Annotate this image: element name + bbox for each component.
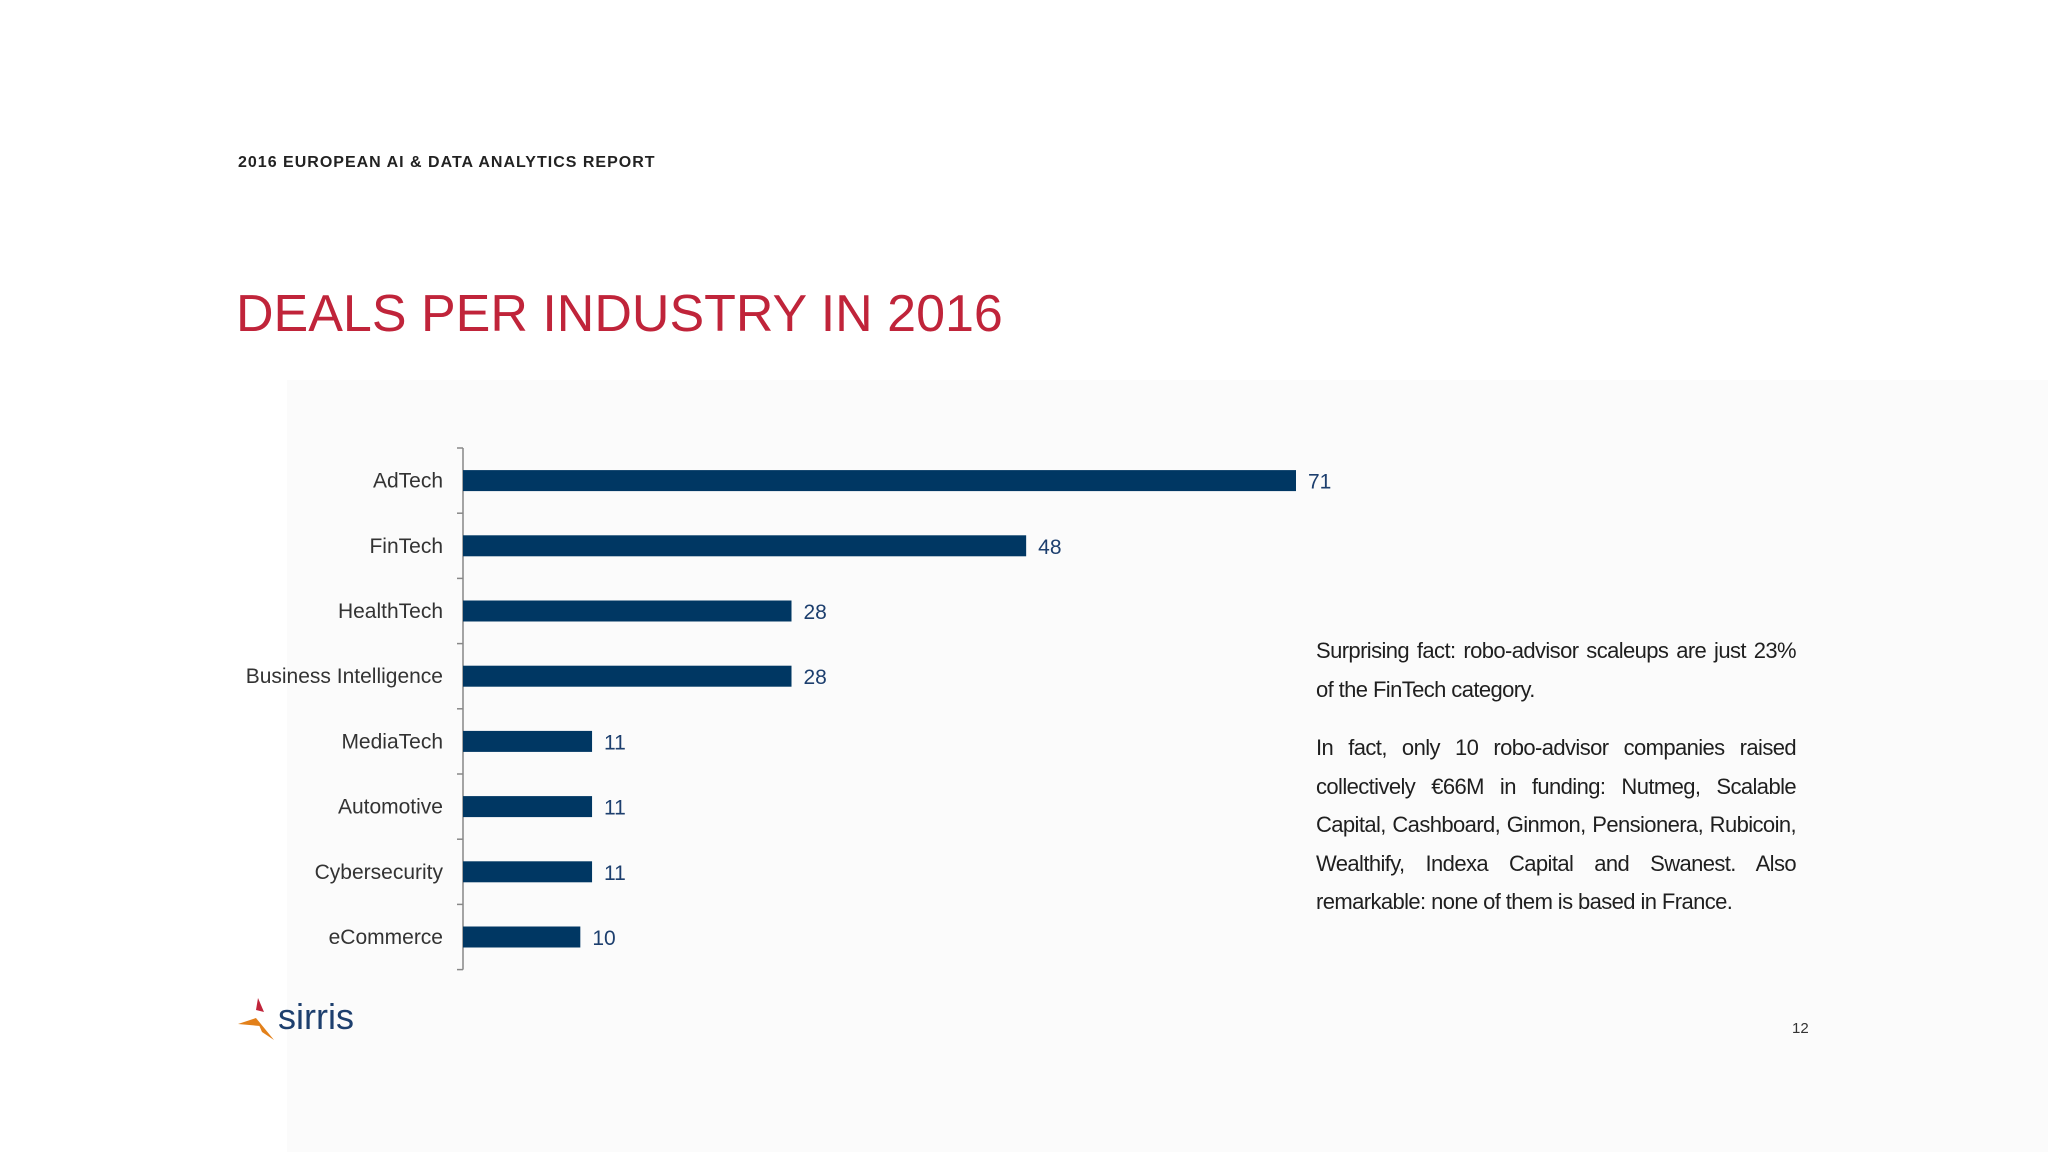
bar [463,470,1296,492]
data-label: 11 [604,731,626,754]
note-paragraph-1: Surprising fact: robo-advisor scaleups a… [1316,638,1797,702]
sirris-mark-icon [238,998,274,1040]
category-label: FinTech [369,535,443,558]
data-label: 28 [804,666,827,689]
data-label: 48 [1038,536,1061,559]
data-label: 10 [592,927,615,950]
page-number: 12 [1792,1020,1809,1037]
bar [463,600,792,622]
slide-backdrop [287,380,2048,1152]
bar [463,796,593,818]
bar [463,926,581,948]
sirris-logo: sirris [236,996,376,1044]
report-title: 2016 EUROPEAN AI & DATA ANALYTICS REPORT [238,154,656,171]
category-label: Automotive [338,796,443,819]
data-label: 71 [1308,471,1331,494]
category-label: AdTech [373,470,443,493]
category-label: eCommerce [329,926,443,949]
note-paragraph-2: In fact, only 10 robo-advisor companies … [1316,735,1797,914]
category-label: Business Intelligence [246,665,443,688]
data-label: 28 [804,601,827,624]
bar [463,730,593,752]
category-label: MediaTech [341,730,443,753]
data-label: 11 [604,797,626,820]
data-label: 11 [604,862,626,885]
fact-note: Surprising fact: robo-advisor scaleups a… [1316,632,1797,942]
logo-text: sirris [278,996,354,1037]
bar [463,535,1027,557]
category-label: Cybersecurity [315,861,444,884]
slide-title: DEALS PER INDUSTRY IN 2016 [236,285,1003,343]
bar [463,861,593,883]
category-label: HealthTech [338,600,443,623]
bar [463,665,792,687]
